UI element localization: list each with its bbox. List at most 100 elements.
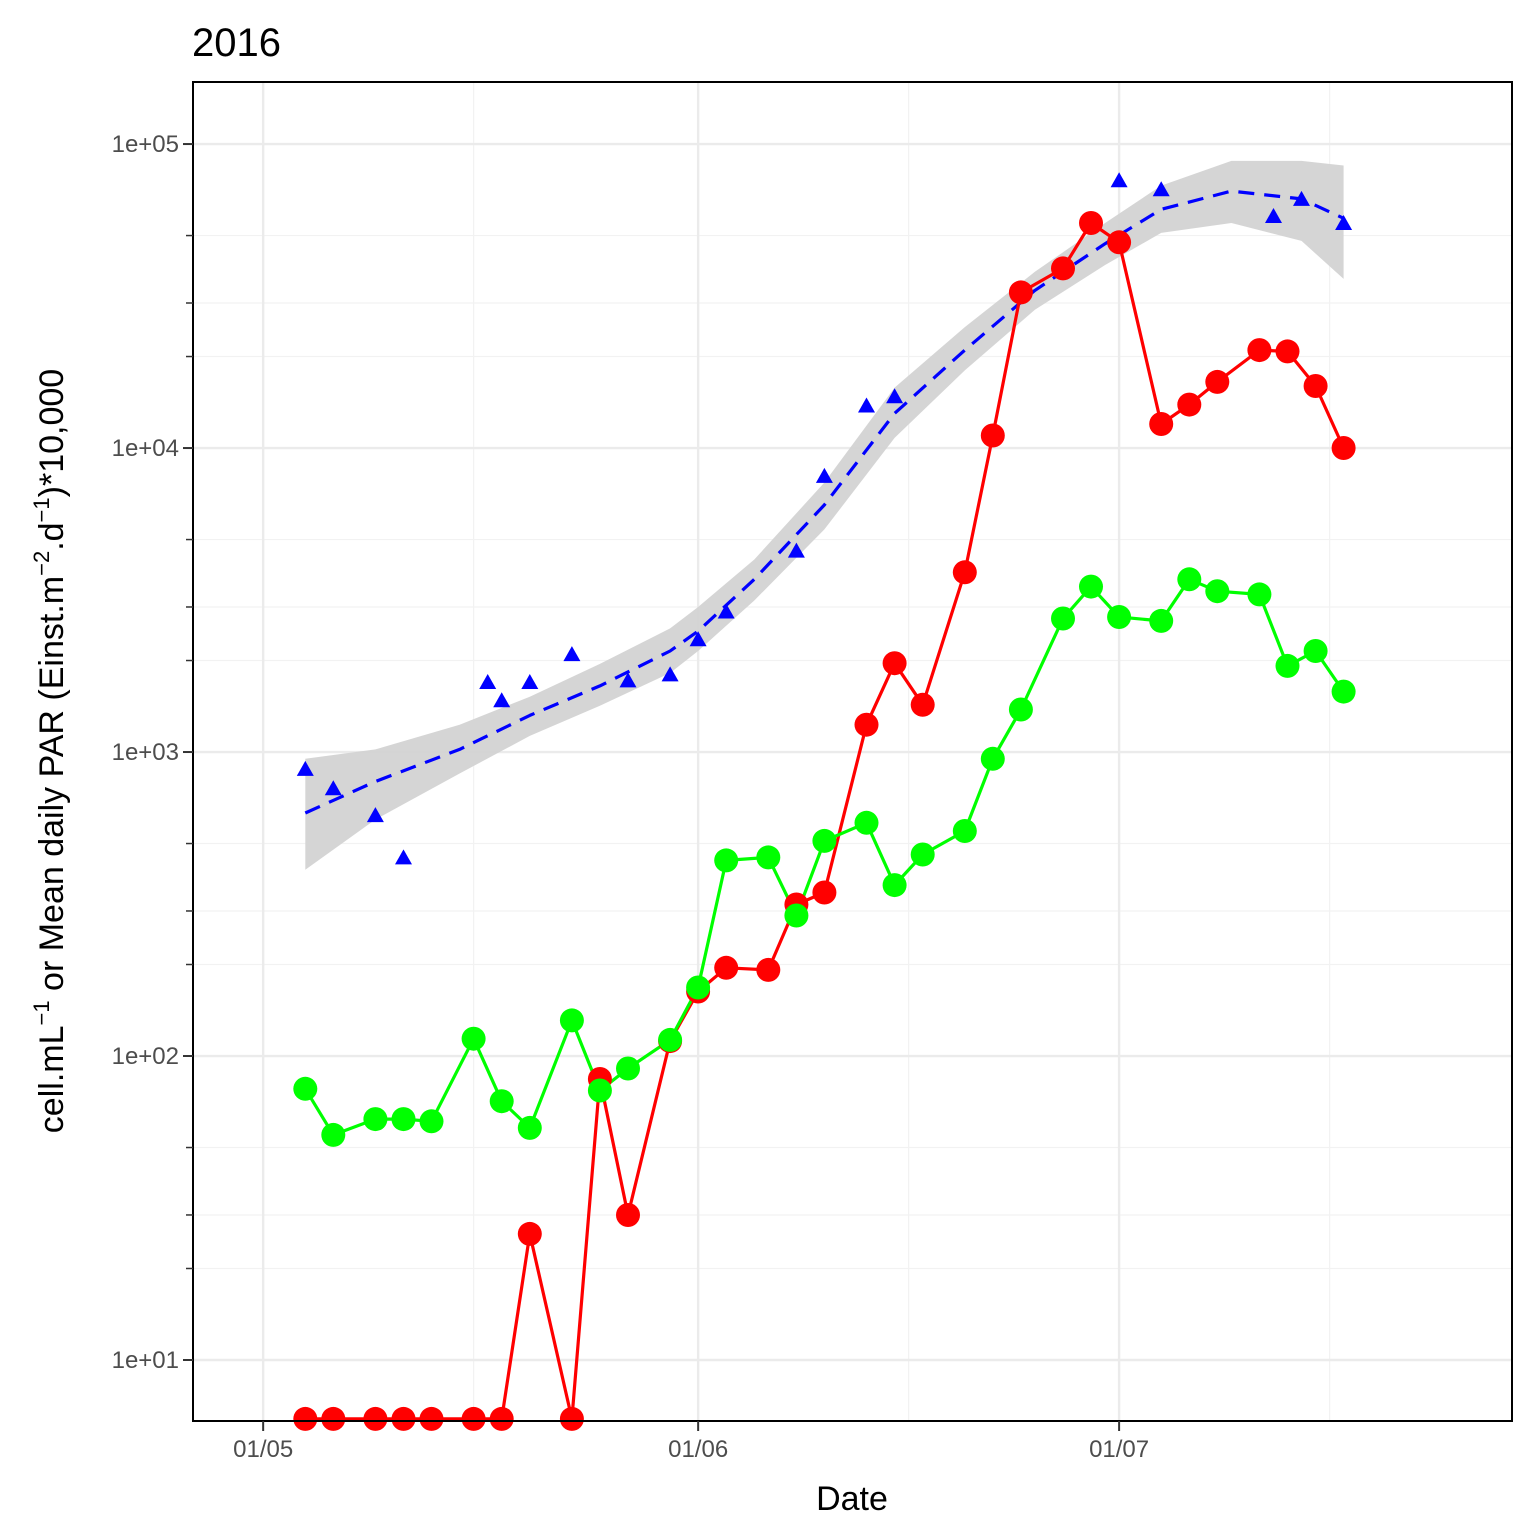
series-0-point (689, 631, 707, 647)
series-0-point (479, 674, 497, 689)
series-3-point (910, 842, 935, 867)
series-3-point (1177, 567, 1202, 592)
series-2-point (321, 1406, 346, 1431)
series-0-point (787, 542, 805, 558)
series-3-point (587, 1078, 612, 1103)
series-3-point (489, 1089, 514, 1114)
y-tick-label: 1e+05 (112, 131, 179, 158)
series-2-point (980, 423, 1005, 448)
x-tick-label: 01/07 (1089, 1436, 1149, 1463)
confidence-band (305, 160, 1344, 870)
series-3-point (1079, 574, 1103, 599)
series-3-point (980, 746, 1005, 771)
series-0-point (493, 692, 511, 708)
series-2-point (910, 692, 935, 717)
series-markers-layer (293, 172, 1356, 1431)
y-axis-title-sup-2: −2 (29, 551, 54, 576)
series-0-point (366, 807, 384, 823)
series-3-point (1205, 579, 1230, 604)
series-0-point (1110, 172, 1128, 188)
series-2-point (1331, 436, 1356, 460)
y-axis-title-part-4: )*10,000 (33, 369, 71, 498)
series-2-point (461, 1406, 486, 1431)
series-0-point (858, 397, 875, 413)
series-3-point (812, 828, 837, 853)
series-2-point (882, 651, 907, 676)
series-0-point (1335, 215, 1353, 230)
series-2-point (854, 712, 879, 737)
series-3-point (1107, 605, 1132, 629)
series-3-point (686, 975, 711, 1000)
series-3-point (714, 848, 739, 873)
series-3-point (1331, 679, 1356, 704)
x-tick-label: 01/06 (668, 1436, 728, 1463)
y-axis-title-sup-3: −1 (29, 497, 54, 522)
series-0-point (521, 674, 539, 689)
series-2-point (559, 1406, 584, 1431)
series-3-point (419, 1109, 444, 1134)
y-axis-title-sup-1: −1 (29, 1000, 54, 1025)
series-3-point (1008, 697, 1033, 722)
series-0-point (563, 646, 581, 662)
series-0-point (619, 672, 637, 688)
y-tick-label: 1e+04 (112, 435, 179, 462)
y-tick-label: 1e+01 (112, 1347, 179, 1374)
series-3-point (616, 1056, 640, 1081)
series-0-point (395, 849, 412, 865)
series-2-point (391, 1406, 416, 1431)
series-0-point (717, 603, 735, 619)
series-2-point (1079, 211, 1103, 235)
series-3-point (1247, 582, 1272, 607)
y-axis-title: cell.mL−1 or Mean daily PAR (Einst.m−2.d… (29, 369, 71, 1133)
series-3-point (882, 873, 907, 898)
series-3-point (363, 1107, 388, 1132)
series-2-point (756, 957, 781, 982)
series-3-point (293, 1076, 318, 1101)
series-2-point (1177, 392, 1202, 417)
series-2-point (616, 1203, 640, 1227)
y-axis-title-part-2: or Mean daily PAR (Einst.m (33, 576, 71, 1001)
series-3-point (391, 1107, 416, 1132)
x-axis: 01/05 01/06 01/07 (233, 1421, 1149, 1463)
series-3-point (321, 1122, 346, 1147)
series-2-point (489, 1406, 514, 1431)
chart-title: 2016 (192, 21, 281, 65)
series-2-point (812, 880, 837, 905)
series-2-point (363, 1406, 388, 1431)
series-2-point (1247, 338, 1272, 363)
series-2-point (1107, 230, 1132, 255)
y-axis-title-part-1: cell.mL (33, 1026, 71, 1134)
series-2-point (1051, 256, 1075, 281)
series-0-point (661, 666, 679, 682)
series-2-point (293, 1406, 318, 1431)
series-2-point (517, 1221, 542, 1246)
series-0-point (1152, 181, 1170, 197)
series-2-point (952, 560, 977, 585)
series-3-point (559, 1008, 584, 1033)
series-2-point (1008, 280, 1033, 305)
series-0-point (1293, 190, 1310, 206)
trend-line-1 (304, 189, 1345, 815)
series-3-point (658, 1027, 683, 1052)
series-3-point (1275, 653, 1300, 678)
y-tick-label: 1e+02 (112, 1043, 179, 1070)
series-2-point (1149, 412, 1174, 436)
series-2-point (1303, 374, 1328, 398)
series-0-point (1265, 208, 1282, 223)
series-0-point (815, 467, 833, 483)
series-2-point (714, 955, 739, 980)
series-3-point (461, 1026, 486, 1051)
series-0-point (886, 388, 904, 404)
series-2-point (1205, 369, 1230, 394)
x-tick-label: 01/05 (233, 1436, 293, 1463)
y-tick-label: 1e+03 (112, 739, 179, 766)
series-0-point (296, 760, 314, 776)
series-3-point (517, 1115, 542, 1140)
series-3-point (1051, 606, 1075, 631)
series-3-point (1149, 608, 1174, 633)
x-axis-title: Date (816, 1480, 888, 1518)
series-3-point (1303, 639, 1328, 663)
series-3-point (854, 810, 879, 835)
series-3-point (756, 845, 781, 870)
